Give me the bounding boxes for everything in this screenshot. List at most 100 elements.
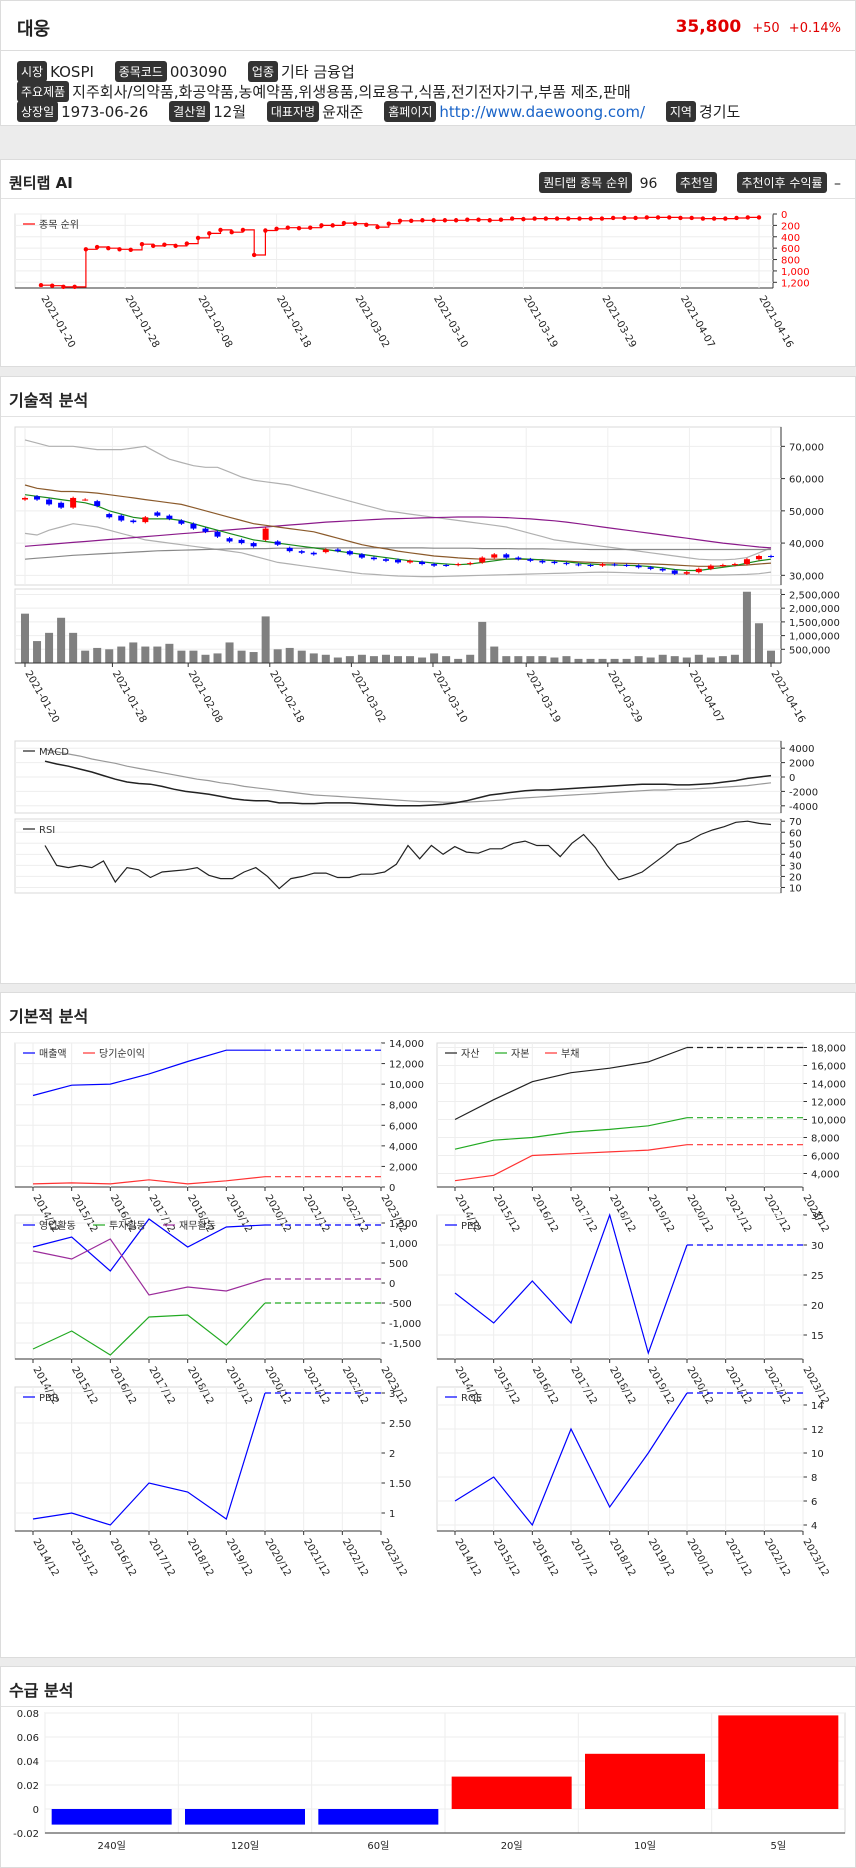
info-row-1: 시장 KOSPI 종목코드 003090 업종 기타 금융업 <box>17 61 371 82</box>
volume-bar <box>321 654 330 663</box>
candle-body <box>587 565 594 567</box>
supply-y-tick-label: -0.02 <box>13 1829 39 1840</box>
sales-x-tick-label: 2021/12 <box>301 1193 331 1234</box>
ma60-line <box>24 516 772 549</box>
volume-bar <box>682 657 691 663</box>
assets-x-tick-label: 2022/12 <box>762 1193 792 1234</box>
volume-bar <box>562 656 571 663</box>
assets-y-tick-label: 8,000 <box>811 1134 840 1145</box>
assets-legend-label: 자산 <box>461 1048 479 1060</box>
quantilab-ai-card: 퀀티랩 AI 퀀티랩 종목 순위 96 추천일 추천이후 수익률 – 0 200 4… <box>0 159 856 367</box>
rank-point <box>577 216 582 221</box>
candle-body <box>479 557 486 563</box>
per-x-tick-label: 2022/12 <box>762 1365 792 1406</box>
rank-point <box>375 224 380 230</box>
supply-x-tick-label: 5일 <box>771 1840 787 1852</box>
rank-point <box>218 227 223 233</box>
rank-point <box>308 225 313 230</box>
stock-name: 대웅 <box>17 19 51 40</box>
volume-bar <box>706 657 715 663</box>
pbr-x-tick-label: 2019/12 <box>224 1537 254 1578</box>
volume-bar <box>658 654 667 663</box>
volume-bar <box>285 647 294 663</box>
volume-bar <box>526 656 535 663</box>
sales-x-tick-label: 2022/12 <box>340 1193 370 1234</box>
cashflow-legend-label: 영업활동 <box>39 1219 76 1232</box>
pbr-y-tick-label: 1 <box>389 1509 395 1520</box>
volume-bar <box>622 658 631 663</box>
candle-body <box>431 564 438 566</box>
rank-x-tick-label: 2021-01-20 <box>38 294 77 350</box>
rsi-y-tick-label: 60 <box>789 828 802 839</box>
candle-body <box>515 557 522 560</box>
pbr-x-tick-label: 2014/12 <box>30 1537 60 1578</box>
products-value: 지주회사/의약품,화공약품,농예약품,위생용품,의료용구,식품,전기전자기구,부… <box>72 83 631 101</box>
ma20-line <box>24 484 772 567</box>
rank-point <box>476 217 481 222</box>
roe-y-tick-label: 12 <box>811 1425 824 1436</box>
volume-bar <box>21 613 29 663</box>
sales-legend-label: 매출액 <box>39 1048 67 1060</box>
candle-body <box>719 565 726 567</box>
rank-point <box>341 220 347 226</box>
volume-bar <box>309 653 318 663</box>
volume-bar <box>478 621 487 663</box>
supply-divider <box>1 1706 855 1707</box>
candle-body <box>358 554 365 558</box>
candle-body <box>659 568 666 571</box>
candle-body <box>503 554 510 558</box>
candle-body <box>274 541 281 545</box>
assets-y-tick-label: 16,000 <box>811 1062 846 1073</box>
rank-point <box>330 223 335 228</box>
volume-bar <box>430 653 439 663</box>
homepage-link[interactable]: http://www.daewoong.com/ <box>439 103 646 121</box>
candle-body <box>82 499 89 501</box>
roe-x-tick-label: 2014/12 <box>452 1537 482 1578</box>
rank-point <box>184 241 190 246</box>
rec-return-value: – <box>834 176 841 192</box>
rank-point <box>633 215 638 221</box>
rank-y-tick-label: 400 <box>781 233 800 244</box>
candle-body <box>154 512 161 516</box>
assets-x-tick-label: 2020/12 <box>684 1193 714 1234</box>
price-change: +50 <box>752 21 780 36</box>
rank-point <box>38 282 44 288</box>
rank-point <box>532 216 537 221</box>
volume-bar <box>201 654 210 663</box>
volume-bar <box>249 652 258 663</box>
candle-body <box>202 528 209 532</box>
cashflow-y-tick-label: 0 <box>389 1279 395 1290</box>
pbr-x-tick-label: 2023/12 <box>378 1537 408 1578</box>
candle-body <box>382 559 389 561</box>
rank-x-tick-label: 2021-03-10 <box>431 294 470 350</box>
volume-bar <box>574 658 583 663</box>
rank-y-tick-label: 0 <box>781 210 787 221</box>
rank-point <box>352 221 358 226</box>
ceo-value: 윤재준 <box>322 103 364 121</box>
rank-point <box>229 230 234 235</box>
pbr-x-tick-label: 2020/12 <box>262 1537 292 1578</box>
region-label: 지역 <box>665 101 696 122</box>
sales-y-tick-label: 4,000 <box>389 1142 418 1153</box>
candle-body <box>539 560 546 563</box>
rank-point <box>128 247 133 253</box>
candle-body <box>575 564 582 566</box>
info-row-2: 주요제품 지주회사/의약품,화공약품,농예약품,위생용품,의료용구,식품,전기전자… <box>17 81 647 102</box>
candle-body <box>671 570 678 574</box>
candle-body <box>551 561 558 564</box>
sales-y-tick-label: 12,000 <box>389 1060 424 1071</box>
candle-body <box>250 543 257 547</box>
roe-y-tick-label: 6 <box>811 1497 817 1508</box>
macd-line <box>44 760 772 807</box>
roe-x-tick-label: 2018/12 <box>607 1537 637 1578</box>
sales-y-tick-label: 14,000 <box>389 1039 424 1050</box>
cashflow-series-line <box>32 1218 266 1272</box>
supply-y-tick-label: 0.02 <box>17 1781 39 1792</box>
rank-point <box>409 218 414 224</box>
pbr-x-tick-label: 2022/12 <box>340 1537 370 1578</box>
candle-body <box>611 564 618 566</box>
rank-point <box>543 216 549 221</box>
rank-point <box>117 247 122 252</box>
roe-x-tick-label: 2022/12 <box>762 1537 792 1578</box>
per-series-line <box>454 1213 688 1355</box>
